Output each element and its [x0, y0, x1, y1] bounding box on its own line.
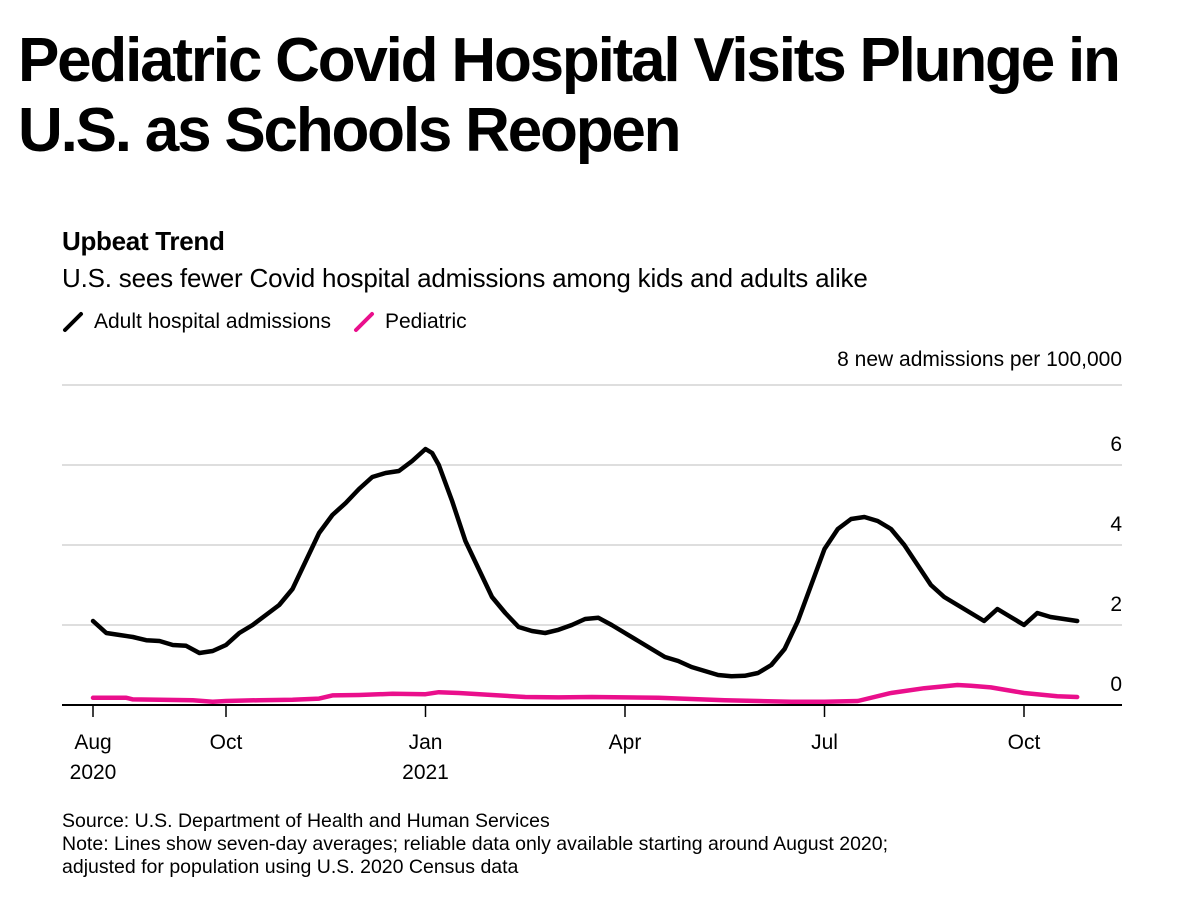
note-line-1: Note: Lines show seven-day averages; rel… [62, 833, 889, 855]
series-line-pediatric [90, 682, 1080, 705]
series-line-adult [90, 446, 1080, 679]
source-note: Source: U.S. Department of Health and Hu… [62, 810, 550, 832]
chart-subtitle: U.S. sees fewer Covid hospital admission… [62, 263, 868, 293]
chart-title: Upbeat Trend [62, 226, 225, 256]
legend-swatch-pediatric [353, 312, 374, 332]
y-tick-label-0: 0 [1110, 673, 1122, 696]
legend-label-pediatric: Pediatric [384, 310, 467, 333]
note-line-2: adjusted for population using U.S. 2020 … [62, 856, 519, 878]
legend-label-adult: Adult hospital admissions [94, 310, 331, 333]
x-tick-label-5: Oct [1008, 731, 1041, 754]
series-lines [90, 446, 1080, 705]
headline: Pediatric Covid Hospital Visits Plunge i… [18, 26, 1121, 165]
x-tick-label-2: Jan [409, 731, 443, 754]
x-tick-label-3: Apr [609, 731, 642, 754]
y-tick-label-6: 6 [1110, 433, 1122, 456]
x-tick-label-0: Aug [74, 731, 111, 754]
x-tick-label-1: Oct [210, 731, 243, 754]
footer: Source: U.S. Department of Health and Hu… [62, 810, 888, 879]
axes: 0 2 4 6 Aug 2020 Oct Jan 2021 Apr Jul Oct [62, 433, 1122, 784]
y-tick-label-2: 2 [1110, 593, 1122, 616]
x-tick-sublabel-0: 2020 [70, 761, 117, 784]
x-tick-label-4: Jul [811, 731, 838, 754]
legend-swatch-adult [63, 312, 83, 332]
legend: Adult hospital admissions Pediatric [62, 310, 489, 334]
chart-plot: 0 2 4 6 Aug 2020 Oct Jan 2021 Apr Jul Oct [62, 384, 1122, 784]
legend-item-adult: Adult hospital admissions [62, 310, 331, 334]
gridlines [62, 384, 1122, 626]
legend-item-pediatric: Pediatric [353, 310, 467, 334]
x-tick-sublabel-2: 2021 [402, 761, 449, 784]
y-tick-label-4: 4 [1110, 513, 1122, 536]
y-axis-unit-label: 8 new admissions per 100,000 [837, 348, 1122, 371]
